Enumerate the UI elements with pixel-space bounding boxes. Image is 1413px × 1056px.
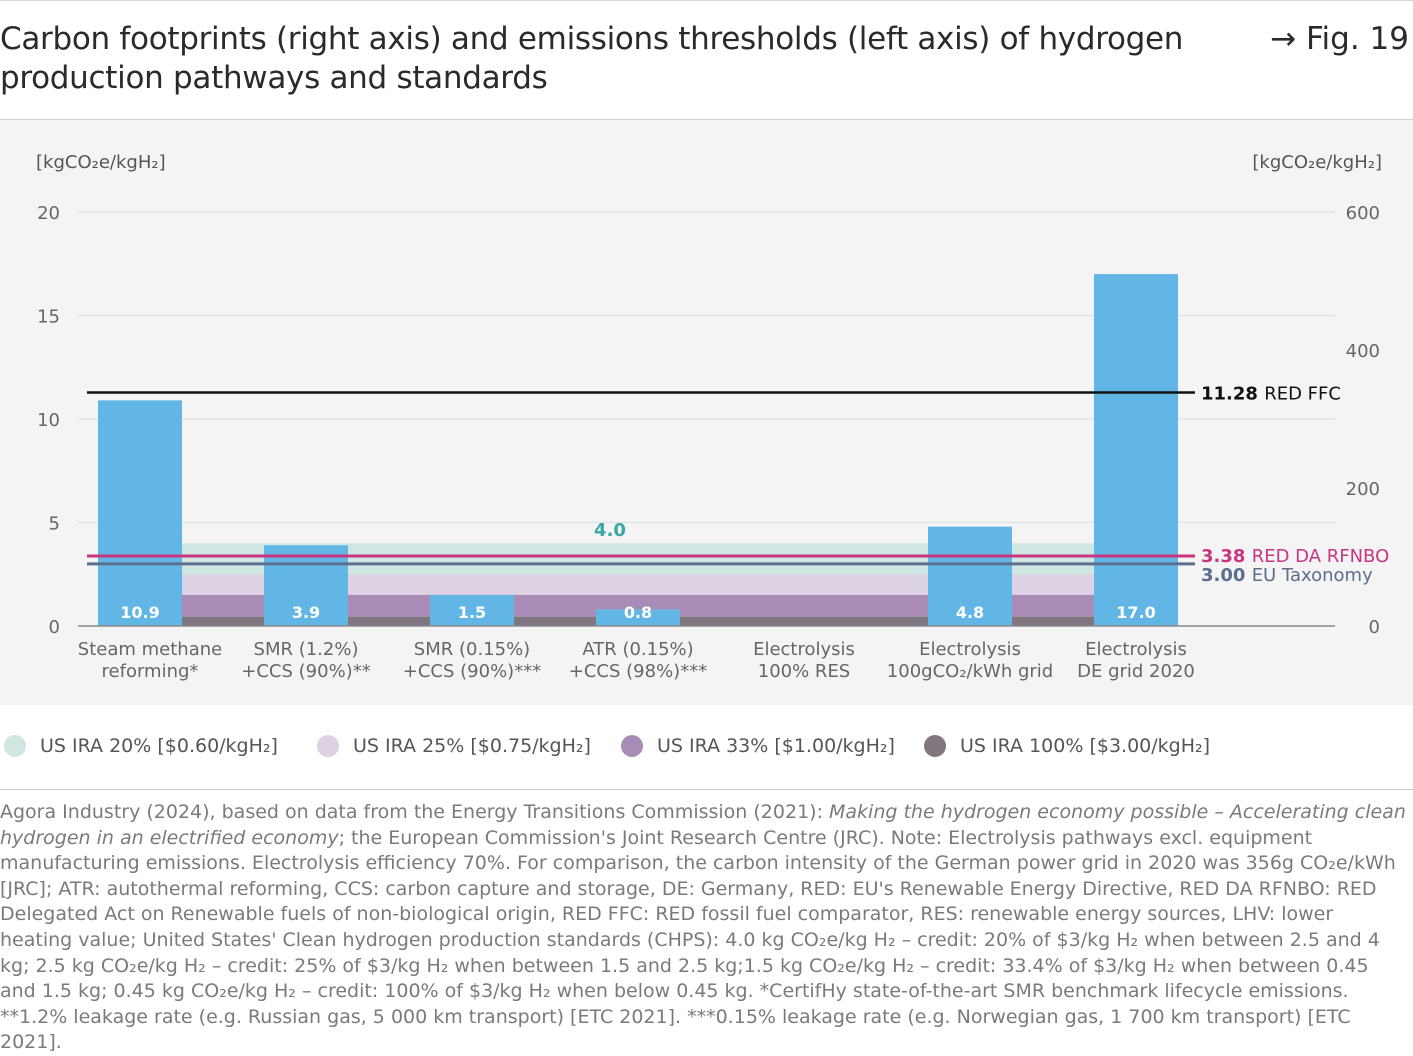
bar-value-label: 4.8 (956, 603, 984, 622)
category-label: +CCS (98%)*** (569, 661, 707, 682)
threshold-name: RED DA RFNBO (1252, 546, 1390, 567)
chart-title: Carbon footprints (right axis) and emiss… (0, 21, 1184, 96)
bar-value-label: 3.9 (292, 603, 320, 622)
threshold-label: 3.38 RED DA RFNBO (1201, 546, 1389, 567)
legend-swatch-ira-20 (4, 735, 26, 757)
bar (1094, 274, 1178, 626)
threshold-band (182, 574, 1094, 595)
bar-value-label: 17.0 (1116, 603, 1155, 622)
legend-label-ira-20: US IRA 20% [$0.60/kgH₂] (40, 735, 278, 757)
source-note: Agora Industry (2024), based on data fro… (0, 800, 1410, 1056)
legend-swatch-ira-25 (317, 735, 339, 757)
band-threshold-label: 4.0 (594, 520, 626, 541)
category-label: 100% RES (758, 661, 851, 682)
legend-label-ira-25: US IRA 25% [$0.75/kgH₂] (353, 735, 591, 757)
legend-label-ira-33: US IRA 33% [$1.00/kgH₂] (657, 735, 895, 757)
threshold-label: 3.00 EU Taxonomy (1201, 565, 1373, 586)
bar (98, 400, 182, 626)
threshold-label: 11.28 RED FFC (1201, 384, 1341, 405)
right-tick-label: 200 (1346, 479, 1380, 500)
right-tick-label: 600 (1346, 203, 1380, 224)
category-label: Steam methane (78, 639, 222, 660)
threshold-value: 3.00 (1201, 565, 1252, 586)
top-rule (0, 0, 1413, 1)
left-axis-unit: [kgCO₂e/kgH₂] (36, 152, 166, 173)
source-title-italic: Making the hydrogen economy possible – A… (0, 801, 1406, 849)
left-tick-label: 20 (37, 203, 60, 224)
bar (596, 609, 680, 626)
bar-value-label: 10.9 (120, 603, 159, 622)
threshold-name: RED FFC (1264, 384, 1341, 405)
legend-swatch-ira-100 (924, 735, 946, 757)
category-label: 100gCO₂/kWh grid (887, 661, 1053, 682)
bar-value-label: 1.5 (458, 603, 486, 622)
threshold-value: 3.38 (1201, 546, 1252, 567)
category-label: Electrolysis (919, 639, 1021, 660)
category-label: Electrolysis (753, 639, 855, 660)
category-label: +CCS (90%)** (241, 661, 370, 682)
legend-swatch-ira-33 (621, 735, 643, 757)
figure-label: → Fig. 19 (1270, 21, 1409, 57)
threshold-name: EU Taxonomy (1252, 565, 1373, 586)
right-axis-unit: [kgCO₂e/kgH₂] (1252, 152, 1382, 173)
category-label: +CCS (90%)*** (403, 661, 541, 682)
category-label: ATR (0.15%) (582, 639, 693, 660)
category-label: SMR (1.2%) (254, 639, 359, 660)
source-text-1: Agora Industry (2024), based on data fro… (0, 801, 830, 823)
legend-item-ira-100: US IRA 100% [$3.00/kgH₂] (924, 735, 1210, 757)
chart-area: [kgCO₂e/kgH₂] [kgCO₂e/kgH₂]05101520020040… (36, 152, 1389, 682)
threshold-value: 11.28 (1201, 384, 1264, 405)
bar-value-label: 0.8 (624, 603, 652, 622)
category-label: reforming* (102, 661, 199, 682)
left-tick-label: 10 (37, 410, 60, 431)
legend: US IRA 20% [$0.60/kgH₂] US IRA 25% [$0.7… (0, 735, 1413, 765)
left-tick-label: 5 (49, 514, 60, 535)
bar (264, 545, 348, 626)
bar (928, 526, 1012, 626)
title-divider (0, 119, 1413, 120)
category-label: SMR (0.15%) (414, 639, 530, 660)
footer-divider (0, 789, 1413, 790)
legend-item-ira-20: US IRA 20% [$0.60/kgH₂] (4, 735, 278, 757)
legend-item-ira-33: US IRA 33% [$1.00/kgH₂] (621, 735, 895, 757)
right-tick-label: 400 (1346, 341, 1380, 362)
category-label: Electrolysis (1085, 639, 1187, 660)
right-tick-label: 0 (1369, 617, 1380, 638)
legend-item-ira-25: US IRA 25% [$0.75/kgH₂] (317, 735, 591, 757)
category-label: DE grid 2020 (1077, 661, 1195, 682)
left-tick-label: 0 (49, 617, 60, 638)
legend-label-ira-100: US IRA 100% [$3.00/kgH₂] (960, 735, 1211, 757)
left-tick-label: 15 (37, 307, 60, 328)
bar (430, 594, 514, 626)
threshold-band (182, 594, 1094, 617)
source-text-2: ; the European Commission's Joint Resear… (0, 826, 1396, 1054)
